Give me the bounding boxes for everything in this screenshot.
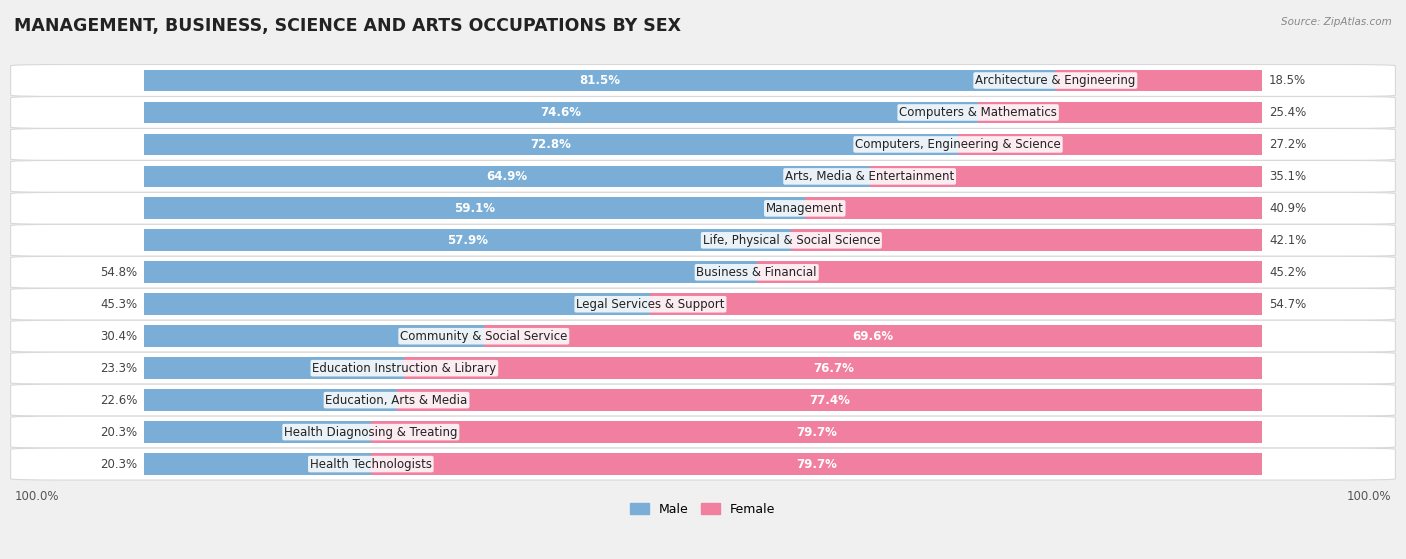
Bar xyxy=(396,389,1263,411)
Text: 79.7%: 79.7% xyxy=(796,425,837,439)
Text: MANAGEMENT, BUSINESS, SCIENCE AND ARTS OCCUPATIONS BY SEX: MANAGEMENT, BUSINESS, SCIENCE AND ARTS O… xyxy=(14,17,681,35)
Bar xyxy=(143,197,804,219)
Text: 27.2%: 27.2% xyxy=(1268,138,1306,151)
Text: 76.7%: 76.7% xyxy=(813,362,853,375)
FancyBboxPatch shape xyxy=(11,416,1395,448)
Text: Management: Management xyxy=(766,202,844,215)
Text: 40.9%: 40.9% xyxy=(1268,202,1306,215)
FancyBboxPatch shape xyxy=(11,384,1395,416)
FancyBboxPatch shape xyxy=(11,256,1395,288)
Legend: Male, Female: Male, Female xyxy=(626,498,780,521)
Bar xyxy=(979,102,1263,124)
Text: 42.1%: 42.1% xyxy=(1268,234,1306,247)
Text: 45.2%: 45.2% xyxy=(1268,266,1306,279)
Text: 74.6%: 74.6% xyxy=(540,106,582,119)
FancyBboxPatch shape xyxy=(11,192,1395,224)
Text: 59.1%: 59.1% xyxy=(454,202,495,215)
Text: 35.1%: 35.1% xyxy=(1268,170,1306,183)
Bar xyxy=(651,293,1263,315)
Text: 64.9%: 64.9% xyxy=(486,170,527,183)
Bar xyxy=(870,165,1263,187)
FancyBboxPatch shape xyxy=(11,97,1395,129)
Bar xyxy=(371,453,1263,475)
Bar xyxy=(371,421,1263,443)
Bar xyxy=(143,389,396,411)
Text: 81.5%: 81.5% xyxy=(579,74,620,87)
Bar xyxy=(143,229,792,251)
Bar xyxy=(143,357,405,379)
Text: 77.4%: 77.4% xyxy=(808,394,849,406)
Bar xyxy=(143,262,756,283)
Bar xyxy=(804,197,1263,219)
Text: 20.3%: 20.3% xyxy=(100,458,138,471)
Text: 22.6%: 22.6% xyxy=(100,394,138,406)
Bar xyxy=(143,102,979,124)
Bar xyxy=(143,453,371,475)
FancyBboxPatch shape xyxy=(11,320,1395,352)
FancyBboxPatch shape xyxy=(11,288,1395,320)
Text: 20.3%: 20.3% xyxy=(100,425,138,439)
Text: Health Diagnosing & Treating: Health Diagnosing & Treating xyxy=(284,425,457,439)
Text: 57.9%: 57.9% xyxy=(447,234,488,247)
Text: Legal Services & Support: Legal Services & Support xyxy=(576,298,724,311)
Text: Arts, Media & Entertainment: Arts, Media & Entertainment xyxy=(785,170,955,183)
Text: Source: ZipAtlas.com: Source: ZipAtlas.com xyxy=(1281,17,1392,27)
Text: 25.4%: 25.4% xyxy=(1268,106,1306,119)
Bar xyxy=(143,325,484,347)
FancyBboxPatch shape xyxy=(11,448,1395,480)
FancyBboxPatch shape xyxy=(11,224,1395,256)
Text: 30.4%: 30.4% xyxy=(100,330,138,343)
FancyBboxPatch shape xyxy=(11,160,1395,192)
Text: Education, Arts & Media: Education, Arts & Media xyxy=(325,394,468,406)
Bar xyxy=(405,357,1263,379)
Text: 18.5%: 18.5% xyxy=(1268,74,1306,87)
Text: 79.7%: 79.7% xyxy=(796,458,837,471)
Text: 69.6%: 69.6% xyxy=(852,330,894,343)
Text: 72.8%: 72.8% xyxy=(530,138,571,151)
Text: 54.7%: 54.7% xyxy=(1268,298,1306,311)
Bar xyxy=(143,70,1056,91)
Text: 45.3%: 45.3% xyxy=(100,298,138,311)
Bar xyxy=(143,293,651,315)
Text: Community & Social Service: Community & Social Service xyxy=(401,330,568,343)
Bar xyxy=(1056,70,1263,91)
Text: Architecture & Engineering: Architecture & Engineering xyxy=(976,74,1136,87)
Text: Life, Physical & Social Science: Life, Physical & Social Science xyxy=(703,234,880,247)
Bar xyxy=(143,165,870,187)
Bar xyxy=(143,134,957,155)
FancyBboxPatch shape xyxy=(11,64,1395,97)
Text: Health Technologists: Health Technologists xyxy=(309,458,432,471)
Text: Computers & Mathematics: Computers & Mathematics xyxy=(900,106,1057,119)
Bar xyxy=(756,262,1263,283)
FancyBboxPatch shape xyxy=(11,129,1395,160)
Text: 54.8%: 54.8% xyxy=(100,266,138,279)
Text: 23.3%: 23.3% xyxy=(100,362,138,375)
Text: Education Instruction & Library: Education Instruction & Library xyxy=(312,362,496,375)
Text: Computers, Engineering & Science: Computers, Engineering & Science xyxy=(855,138,1062,151)
Bar xyxy=(484,325,1263,347)
Text: Business & Financial: Business & Financial xyxy=(696,266,817,279)
Bar xyxy=(143,421,371,443)
Bar xyxy=(792,229,1263,251)
Bar xyxy=(957,134,1263,155)
FancyBboxPatch shape xyxy=(11,352,1395,384)
